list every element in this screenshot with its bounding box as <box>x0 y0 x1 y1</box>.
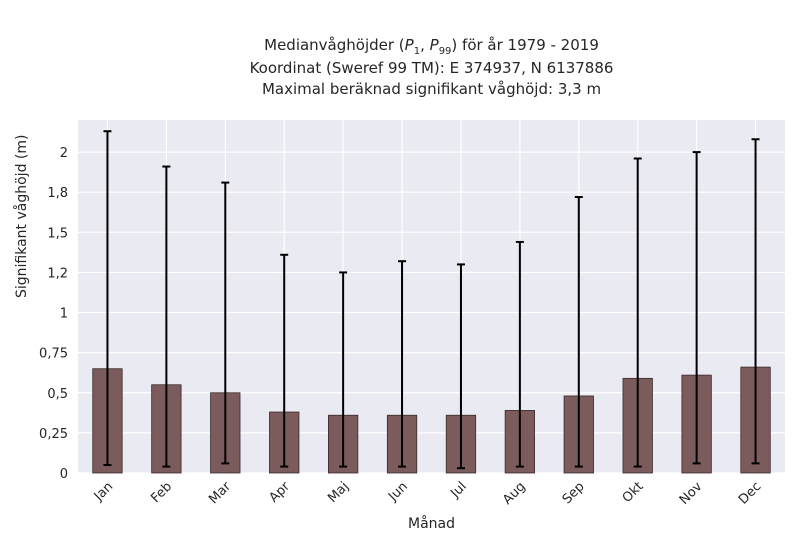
x-axis-label: Månad <box>408 516 455 532</box>
error-bar-nov <box>692 151 701 465</box>
chart-title-line1: Medianvåghöjder (P1, P99) för år 1979 - … <box>264 36 599 57</box>
y-tick-label: 0 <box>60 467 68 482</box>
x-tick-label: Dec <box>736 479 764 507</box>
error-bar-sep <box>574 196 583 468</box>
x-tick-label: Nov <box>677 479 706 508</box>
error-bar-aug <box>515 240 524 468</box>
error-bar-feb <box>162 165 171 468</box>
error-bar-jun <box>398 260 407 468</box>
x-axis-ticks: Jan Feb Mar Apr Maj Jun Jul Aug Sep Okt Nov Dec <box>91 479 765 508</box>
error-bar-dec <box>751 138 760 465</box>
y-axis-label: Signifikant våghöjd (m) <box>14 134 30 298</box>
y-tick-label: 0,5 <box>47 387 68 402</box>
error-bar-okt <box>633 157 642 468</box>
x-tick-label: Okt <box>620 479 647 506</box>
chart-title-line2: Koordinat (Sweref 99 TM): E 374937, N 61… <box>249 59 614 77</box>
error-bar-jul <box>456 263 465 470</box>
y-tick-label: 1,8 <box>47 186 68 201</box>
chart-title-line3: Maximal beräknad signifikant våghöjd: 3,… <box>261 80 602 98</box>
x-tick-label: Apr <box>267 479 294 506</box>
y-tick-label: 1 <box>60 307 68 322</box>
plot-area <box>78 120 785 473</box>
x-tick-label: Jun <box>385 479 411 505</box>
y-tick-label: 0,25 <box>39 427 68 442</box>
y-tick-label: 2 <box>60 146 68 161</box>
error-bar-jan <box>103 130 112 466</box>
x-tick-label: Maj <box>325 479 352 506</box>
error-bar-apr <box>280 253 289 468</box>
y-tick-label: 1,5 <box>47 226 68 241</box>
x-tick-label: Sep <box>560 479 588 507</box>
x-tick-label: Aug <box>500 479 529 508</box>
error-bars <box>103 130 760 470</box>
x-tick-label: Jul <box>447 479 469 501</box>
x-tick-label: Feb <box>148 479 175 506</box>
y-axis-ticks: 0 0,25 0,5 0,75 1 1,2 1,5 1,8 2 <box>39 146 68 482</box>
x-tick-label: Mar <box>206 479 234 507</box>
y-tick-label: 1,2 <box>47 266 68 281</box>
error-bar-maj <box>339 271 348 468</box>
error-bar-mar <box>221 181 230 465</box>
x-tick-label: Jan <box>91 479 116 504</box>
y-tick-label: 0,75 <box>39 347 68 362</box>
